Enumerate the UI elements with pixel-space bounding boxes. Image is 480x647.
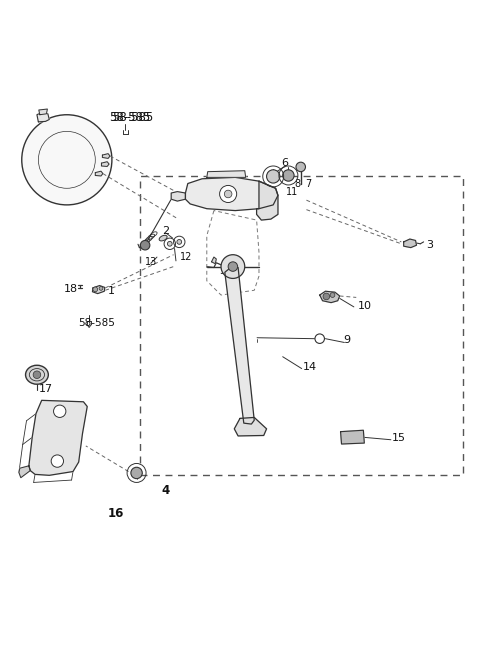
Polygon shape — [93, 285, 105, 294]
Text: 1: 1 — [108, 286, 115, 296]
Ellipse shape — [159, 236, 167, 241]
Polygon shape — [320, 291, 340, 303]
Polygon shape — [39, 109, 48, 115]
Text: 16: 16 — [108, 507, 124, 520]
Circle shape — [296, 162, 305, 171]
Polygon shape — [212, 257, 216, 264]
Circle shape — [168, 241, 172, 246]
Circle shape — [51, 455, 63, 467]
Circle shape — [33, 371, 41, 378]
Text: 10: 10 — [358, 301, 372, 311]
Ellipse shape — [25, 366, 48, 384]
Polygon shape — [171, 192, 185, 201]
Text: 6: 6 — [281, 158, 288, 168]
Bar — [140, 177, 463, 476]
Circle shape — [93, 287, 97, 292]
Polygon shape — [207, 171, 246, 177]
Text: 2: 2 — [162, 226, 169, 236]
Text: 14: 14 — [302, 362, 317, 372]
Text: 15: 15 — [392, 433, 406, 443]
Polygon shape — [234, 417, 266, 436]
Circle shape — [99, 287, 103, 291]
Polygon shape — [19, 466, 30, 477]
Text: 4: 4 — [162, 485, 170, 498]
Circle shape — [323, 293, 330, 300]
Circle shape — [22, 115, 112, 205]
Text: 58-585: 58-585 — [112, 111, 153, 124]
Text: 13: 13 — [145, 257, 157, 267]
Text: 58-585: 58-585 — [109, 111, 151, 124]
Circle shape — [330, 292, 335, 298]
Text: 58-585: 58-585 — [78, 318, 115, 329]
Text: 3: 3 — [426, 240, 433, 250]
Text: 8: 8 — [294, 179, 300, 190]
Text: 12: 12 — [180, 252, 192, 262]
Circle shape — [131, 467, 142, 479]
Circle shape — [224, 190, 232, 198]
Circle shape — [221, 255, 245, 278]
Circle shape — [266, 170, 280, 183]
Polygon shape — [29, 400, 87, 476]
Polygon shape — [101, 162, 109, 166]
Polygon shape — [257, 181, 278, 220]
Polygon shape — [404, 239, 417, 248]
Text: 7: 7 — [305, 179, 311, 190]
Polygon shape — [96, 171, 103, 176]
Circle shape — [177, 239, 181, 245]
Text: 17: 17 — [38, 384, 52, 394]
Polygon shape — [341, 430, 364, 444]
Text: 11: 11 — [286, 186, 298, 197]
Polygon shape — [102, 153, 110, 159]
Polygon shape — [185, 177, 278, 210]
Polygon shape — [37, 113, 49, 122]
Circle shape — [140, 241, 150, 250]
Circle shape — [283, 170, 294, 181]
Circle shape — [54, 405, 66, 417]
Text: 9: 9 — [343, 335, 350, 345]
Circle shape — [219, 186, 237, 203]
Text: 5: 5 — [219, 267, 226, 276]
Circle shape — [228, 262, 238, 271]
Text: 18: 18 — [63, 284, 78, 294]
Polygon shape — [225, 267, 254, 424]
